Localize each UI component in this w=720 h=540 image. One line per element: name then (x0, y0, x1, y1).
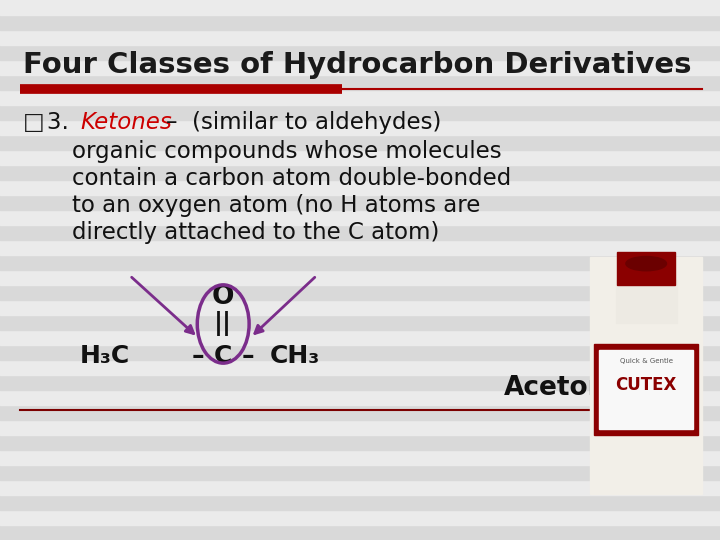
Bar (0, 120, 720, 135)
Bar (0, 465, 720, 480)
Text: –: – (242, 345, 255, 368)
Text: □: □ (23, 111, 45, 134)
Bar (0, 450, 720, 465)
Text: to an oxygen atom (no H atoms are: to an oxygen atom (no H atoms are (72, 194, 480, 218)
Bar (599, 350, 693, 429)
Bar (0, 210, 720, 225)
Text: directly attached to the C atom): directly attached to the C atom) (72, 221, 439, 245)
Text: Four Classes of Hydrocarbon Derivatives: Four Classes of Hydrocarbon Derivatives (23, 51, 691, 79)
Bar (0, 345, 720, 360)
Bar (0, 135, 720, 150)
Text: O: O (212, 284, 235, 310)
Bar (0, 525, 720, 540)
Bar (0, 225, 720, 240)
Text: Acetone: Acetone (504, 375, 625, 401)
Bar (0, 45, 720, 60)
Bar (0, 315, 720, 330)
Bar (0, 495, 720, 510)
Bar (0, 90, 720, 105)
Text: CUTEX: CUTEX (616, 376, 677, 394)
Text: Quick & Gentle: Quick & Gentle (620, 357, 672, 363)
Bar (0, 435, 720, 450)
Bar (0, 60, 720, 75)
Bar (0, 300, 720, 315)
Bar (0, 285, 720, 300)
Bar (594, 345, 698, 435)
Bar (0, 75, 720, 90)
Text: ||: || (215, 312, 232, 336)
Bar (0, 150, 720, 165)
Text: 3.: 3. (47, 111, 76, 134)
Bar (617, 252, 675, 285)
Bar (0, 405, 720, 420)
Text: organic compounds whose molecules: organic compounds whose molecules (72, 140, 502, 164)
Bar (0, 105, 720, 120)
Bar (0, 480, 720, 495)
Bar (616, 280, 677, 323)
Text: H₃C: H₃C (79, 345, 130, 368)
Bar (590, 256, 702, 494)
Bar (0, 390, 720, 405)
Text: –  (similar to aldehydes): – (similar to aldehydes) (166, 111, 441, 134)
Bar (0, 375, 720, 390)
Bar (0, 195, 720, 210)
Bar (0, 270, 720, 285)
Text: Ketones: Ketones (81, 111, 172, 134)
Ellipse shape (626, 256, 667, 271)
Bar (0, 510, 720, 525)
Bar (0, 0, 720, 15)
Text: –: – (192, 345, 204, 368)
Bar (0, 30, 720, 45)
Text: CH₃: CH₃ (270, 345, 320, 368)
Bar (0, 15, 720, 30)
Bar (0, 165, 720, 180)
Bar (0, 330, 720, 345)
Text: contain a carbon atom double-bonded: contain a carbon atom double-bonded (72, 167, 511, 191)
Bar (0, 420, 720, 435)
Bar (0, 360, 720, 375)
Text: C: C (214, 345, 233, 368)
Bar (0, 180, 720, 195)
Bar (0, 240, 720, 255)
Bar (0, 255, 720, 270)
